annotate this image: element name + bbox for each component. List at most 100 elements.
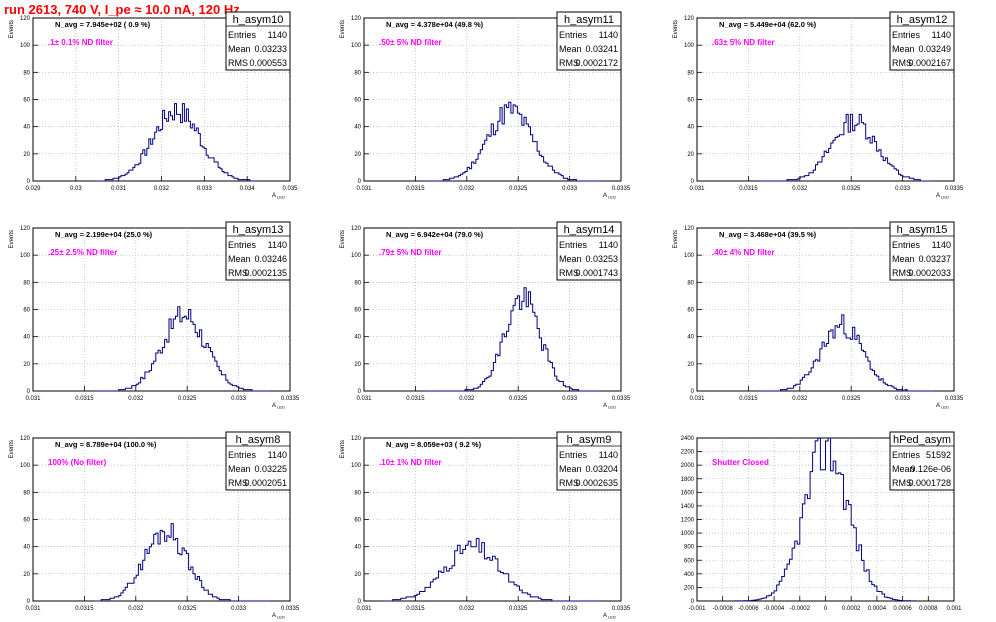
x-tick-label: 0.0335 — [612, 186, 631, 192]
y-tick-label: 60 — [687, 308, 694, 314]
x-tick-label: 0.033 — [562, 396, 578, 402]
x-tick-label: 0.001 — [946, 606, 962, 612]
x-tick-label: 0.0325 — [178, 606, 197, 612]
x-tick-label: 0.0335 — [612, 396, 631, 402]
histogram-line-hPed_asym — [735, 437, 916, 602]
x-tick-label: 0.031 — [25, 606, 41, 612]
stats-title: h_asym8 — [236, 434, 281, 446]
x-tick-label: 0.032 — [128, 396, 144, 402]
stats-value: 1140 — [599, 240, 618, 250]
x-tick-label: 0.0335 — [945, 186, 964, 192]
stats-value: 0.0002635 — [575, 478, 618, 488]
panel-h_asym11: 0.031 0.0315 0.032 0.0325 0.033 0.0335 0 20 40 60… — [340, 11, 631, 200]
y-tick-label: 40 — [23, 335, 30, 341]
panel-h_asym13: 0.031 0.0315 0.032 0.0325 0.033 0.0335 0 20 40 60… — [9, 221, 300, 410]
y-tick-label: 40 — [354, 125, 361, 131]
y-tick-label: 1800 — [681, 477, 695, 483]
y-tick-label: 40 — [23, 125, 30, 131]
x-tick-label: 0.0002 — [842, 606, 861, 612]
stats-label: Mean — [892, 464, 915, 474]
stats-label: Mean — [559, 254, 582, 264]
y-axis-label: Events — [9, 230, 15, 248]
y-tick-label: 120 — [684, 226, 695, 232]
stats-box — [225, 431, 291, 491]
y-tick-label: 40 — [354, 335, 361, 341]
x-tick-label: 0.0315 — [75, 606, 94, 612]
histogram-line-h_asym8 — [94, 523, 270, 602]
navg-label: N_avg = 5.449e+04 (62.0 %) — [719, 20, 817, 29]
x-tick-label: 0.034 — [240, 186, 256, 192]
y-tick-label: 20 — [23, 362, 30, 368]
x-tick-label: 0.031 — [356, 396, 372, 402]
stats-label: Entries — [559, 240, 588, 250]
y-tick-label: 800 — [684, 545, 695, 551]
y-tick-label: 60 — [687, 98, 694, 104]
x-tick-label: 0.031 — [356, 606, 372, 612]
x-axis-label: A LED — [272, 193, 285, 200]
x-tick-label: 0.0315 — [406, 186, 425, 192]
stats-title: h_asym14 — [564, 224, 615, 236]
x-tick-label: 0.033 — [231, 396, 247, 402]
stats-label: RMS — [559, 268, 579, 278]
stats-box — [556, 11, 622, 71]
x-axis-label: A LED — [603, 403, 616, 410]
stats-label: RMS — [892, 478, 912, 488]
stats-box — [556, 221, 622, 281]
y-tick-label: 2400 — [681, 436, 695, 442]
y-axis-label: Events — [673, 230, 679, 248]
stats-value: 0.03237 — [918, 254, 951, 264]
x-tick-label: 0.0004 — [868, 606, 887, 612]
panel-hPed_asym: -0.001 -0.0008 -0.0006 -0.0004 -0.0002 0 0.000… — [681, 431, 962, 612]
x-tick-label: 0.032 — [128, 606, 144, 612]
stats-label: Entries — [892, 30, 921, 40]
filter-label: .25± 2.5% ND filter — [48, 248, 117, 257]
y-tick-label: 2000 — [681, 463, 695, 469]
stats-value: 1140 — [599, 450, 618, 460]
stats-box — [889, 11, 955, 71]
y-tick-label: 20 — [687, 152, 694, 158]
x-tick-label: 0.032 — [459, 186, 475, 192]
panel-h_asym14: 0.031 0.0315 0.032 0.0325 0.033 0.0335 0 20 40 60… — [340, 221, 631, 410]
x-tick-label: 0.03 — [70, 186, 82, 192]
histogram-line-h_asym15 — [758, 314, 934, 392]
histogram-line-h_asym9 — [384, 538, 601, 602]
x-tick-label: 0.033 — [895, 186, 911, 192]
y-tick-label: 20 — [354, 362, 361, 368]
x-tick-label: 0.0325 — [509, 396, 528, 402]
x-tick-label: 0.0315 — [406, 396, 425, 402]
stats-label: Mean — [892, 254, 915, 264]
x-tick-label: 0.0006 — [893, 606, 912, 612]
stats-value: 0.0002167 — [908, 58, 951, 68]
x-tick-label: 0.0315 — [75, 396, 94, 402]
y-tick-label: 120 — [351, 226, 362, 232]
y-tick-label: 100 — [684, 253, 695, 259]
stats-box — [556, 431, 622, 491]
stats-value: 1140 — [932, 30, 951, 40]
x-tick-label: 0.0315 — [739, 396, 758, 402]
stats-label: Mean — [892, 44, 915, 54]
stats-value: 0.03246 — [254, 254, 287, 264]
panel-h_asym15: 0.031 0.0315 0.032 0.0325 0.033 0.0335 0 20 40 60… — [673, 221, 964, 410]
stats-label: RMS — [559, 58, 579, 68]
y-tick-label: 100 — [20, 253, 31, 259]
stats-value: 1140 — [599, 30, 618, 40]
filter-label: .79± 5% ND filter — [379, 248, 442, 257]
x-tick-label: 0.0325 — [509, 606, 528, 612]
panel-h_asym12: 0.031 0.0315 0.032 0.0325 0.033 0.0335 0 20 40 60… — [673, 11, 964, 200]
stats-label: Mean — [559, 464, 582, 474]
stats-value: 0.03241 — [585, 44, 618, 54]
x-tick-label: 0.0325 — [178, 396, 197, 402]
filter-label: Shutter Closed — [712, 458, 769, 467]
x-tick-label: 0.0335 — [281, 606, 300, 612]
x-tick-label: 0.032 — [792, 186, 808, 192]
stats-value: 0.0002033 — [908, 268, 951, 278]
filter-label: .40± 4% ND filter — [712, 248, 775, 257]
stats-label: Entries — [559, 450, 588, 460]
y-tick-label: 120 — [20, 16, 31, 22]
stats-box — [889, 431, 955, 491]
filter-label: .10± 1% ND filter — [379, 458, 442, 467]
y-tick-label: 100 — [351, 463, 362, 469]
run-title: run 2613, 740 V, I_pe ≈ 10.0 nA, 120 Hz — [4, 2, 240, 17]
x-tick-label: 0.0315 — [406, 606, 425, 612]
